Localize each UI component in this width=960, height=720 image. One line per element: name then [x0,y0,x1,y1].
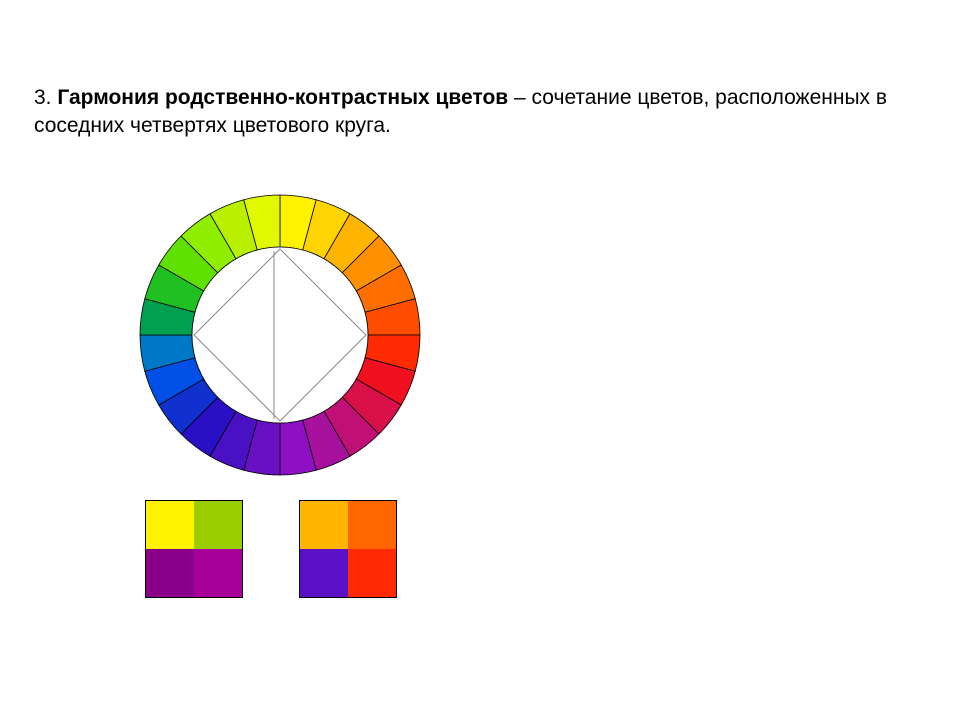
heading-bold: Гармония родственно-контрастных цветов [57,86,508,109]
palette-examples [145,500,397,598]
palette-swatch [194,501,242,549]
heading-text: 3. Гармония родственно-контрастных цвето… [34,84,914,141]
palette-swatch [300,501,348,549]
heading-number: 3. [34,86,57,109]
palette-group-2 [299,500,397,598]
color-wheel [130,185,430,490]
palette-swatch [194,549,242,597]
wheel-center [192,247,368,423]
palette-swatch [146,501,194,549]
color-wheel-svg [130,185,430,485]
palette-swatch [300,549,348,597]
palette-swatch [348,501,396,549]
palette-group-1 [145,500,243,598]
palette-swatch [146,549,194,597]
palette-swatch [348,549,396,597]
